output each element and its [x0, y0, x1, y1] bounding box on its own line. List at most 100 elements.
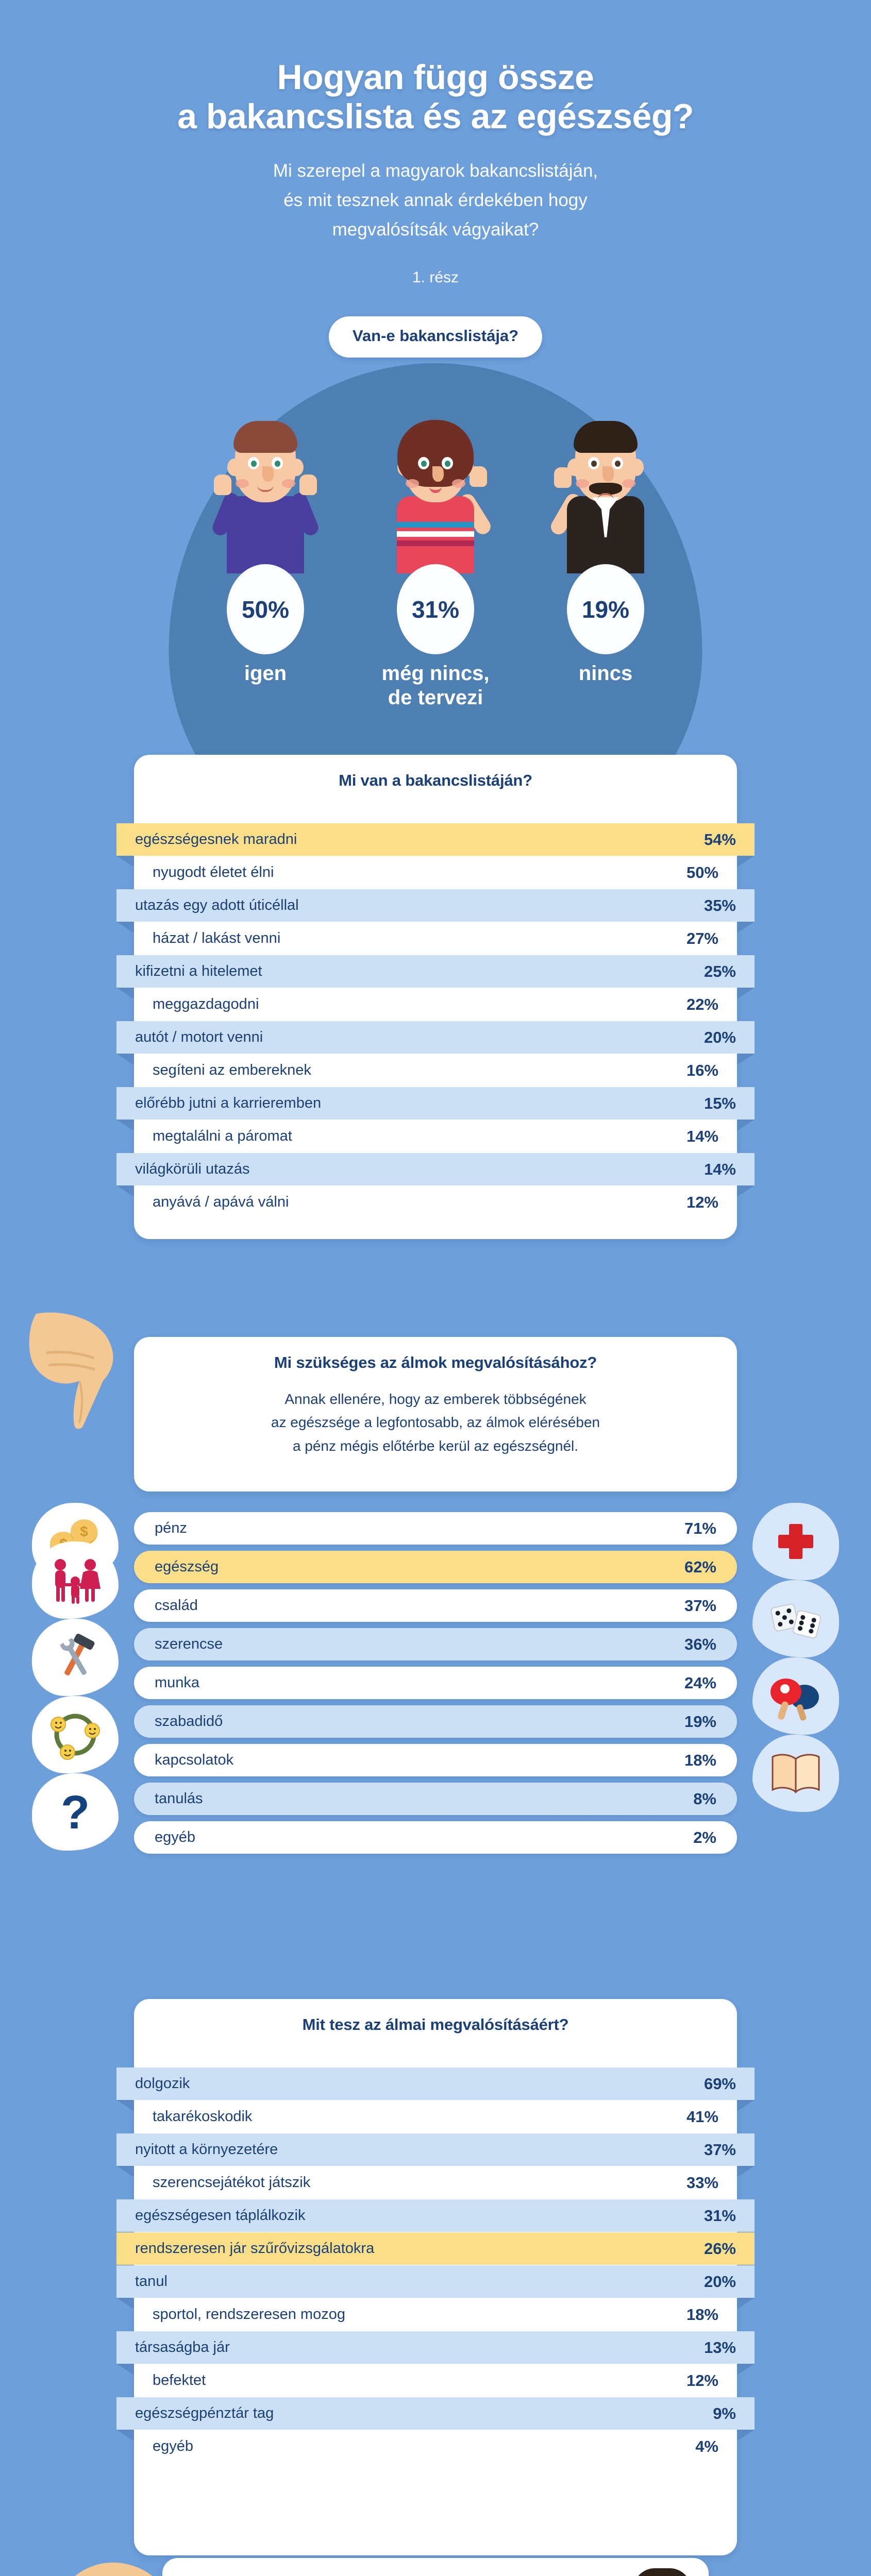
- ribbon-fold-right: [737, 922, 755, 933]
- ribbon-fold-left: [116, 2166, 134, 2177]
- row-label: előrébb jutni a karrieremben: [135, 1095, 322, 1111]
- person-mustache-icon: [521, 410, 691, 573]
- footer-note-card: Többen bíznak a szerencsében, mint a szű…: [162, 2558, 709, 2576]
- ribbon-fold-left: [116, 988, 134, 999]
- row-value: 71%: [684, 1519, 716, 1537]
- row-value: 18%: [686, 2305, 718, 2324]
- person-woman-icon: [350, 410, 521, 573]
- footer-person-mustache-icon: [606, 2558, 719, 2576]
- row-value: 19%: [684, 1712, 716, 1731]
- hero-person-3: 19% nincs: [521, 410, 691, 710]
- row-value: 2%: [693, 1828, 716, 1846]
- icon-blob-right: [752, 1503, 839, 1580]
- dice-icon: [752, 1580, 839, 1657]
- row-label: nyitott a környezetére: [135, 2141, 278, 2158]
- title-line-2: a bakancslista és az egészség?: [177, 97, 694, 137]
- row-value: 41%: [686, 2107, 718, 2126]
- row-label: dolgozik: [135, 2075, 190, 2092]
- row-value: 25%: [703, 962, 736, 980]
- hero-label-2-line1: még nincs,: [381, 662, 490, 685]
- row-value: 15%: [703, 1094, 736, 1112]
- row-value: 69%: [703, 2074, 736, 2093]
- list-item: munka 24%: [134, 1667, 737, 1699]
- ribbon-fold-left: [116, 2430, 134, 2441]
- page-title: Hogyan függ össze a bakancslista és az e…: [0, 0, 871, 136]
- row-label: kapcsolatok: [155, 1752, 234, 1768]
- hero-percent-2: 31%: [397, 564, 474, 654]
- list-item: egészség 62%: [134, 1551, 737, 1583]
- row-label: pénz: [155, 1520, 187, 1536]
- row-label: tanulás: [155, 1790, 203, 1807]
- ribbon-fold-left: [116, 1054, 134, 1065]
- ribbon-fold-right: [737, 856, 755, 867]
- ribbon-fold-right: [737, 1120, 755, 1131]
- row-label: szabadidő: [155, 1713, 223, 1730]
- pointing-hand-right-icon: [75, 2562, 153, 2576]
- row-value: 14%: [686, 1127, 718, 1145]
- hero-label-2: még nincs, de tervezi: [350, 662, 521, 710]
- svg-text:$: $: [80, 1523, 88, 1539]
- hero-percent-1: 50%: [227, 564, 304, 654]
- row-label: egyéb: [153, 2438, 194, 2454]
- icon-blob-left: [32, 1541, 119, 1619]
- row-value: 37%: [684, 1596, 716, 1615]
- red-cross-icon: [752, 1503, 839, 1580]
- header: Hogyan függ össze a bakancslista és az e…: [0, 0, 871, 286]
- icon-blob-right: [752, 1580, 839, 1657]
- row-label: egészség: [155, 1558, 219, 1575]
- row-value: 12%: [686, 2371, 718, 2389]
- row-label: segíteni az embereknek: [153, 1062, 311, 1078]
- row-label: szerencsejátékot játszik: [153, 2174, 311, 2191]
- row-label: takarékoskodik: [153, 2108, 253, 2125]
- row-value: 18%: [684, 1751, 716, 1769]
- row-value: 27%: [686, 929, 718, 947]
- table-row: sportol, rendszeresen mozog 18%: [134, 2298, 737, 2331]
- needs-title: Mi szükséges az álmok megvalósításához?: [274, 1353, 597, 1371]
- table-row: előrébb jutni a karrieremben 15%: [116, 1087, 755, 1131]
- family-icon: [32, 1541, 119, 1619]
- row-label: kifizetni a hitelemet: [135, 963, 262, 979]
- row-value: 26%: [703, 2239, 736, 2258]
- ribbon-fold-left: [116, 2100, 134, 2111]
- svg-text:?: ?: [61, 1786, 90, 1838]
- hero-label-1: igen: [180, 662, 350, 686]
- table-row: meggazdagodni 22%: [134, 988, 737, 1021]
- ribbon-fold-left: [116, 1185, 134, 1197]
- hero-label-2-line2: de tervezi: [388, 686, 483, 709]
- needs-subtitle: Annak ellenére, hogy az emberek többségé…: [134, 1387, 737, 1475]
- title-line-1: Hogyan függ össze: [277, 58, 594, 97]
- list-item: tanulás 8%: [134, 1783, 737, 1815]
- row-value: 36%: [684, 1635, 716, 1653]
- row-value: 20%: [703, 2272, 736, 2291]
- table-row: kifizetni a hitelemet 25%: [116, 955, 755, 999]
- pointing-hand-down-icon: [29, 1312, 113, 1429]
- row-value: 4%: [695, 2437, 718, 2455]
- page-subtitle: Mi szerepel a magyarok bakancslistáján, …: [0, 157, 871, 244]
- list-item: szerencse 36%: [134, 1628, 737, 1660]
- ribbon-fold-right: [737, 988, 755, 999]
- subtitle-line-1: Mi szerepel a magyarok bakancslistáján,: [273, 161, 598, 181]
- open-book-icon: [752, 1735, 839, 1812]
- list-item: szabadidő 19%: [134, 1705, 737, 1738]
- icon-blob-right: [752, 1657, 839, 1735]
- row-value: 16%: [686, 1061, 718, 1079]
- ribbon-fold-left: [116, 2298, 134, 2309]
- row-label: tanul: [135, 2273, 167, 2290]
- row-value: 35%: [703, 896, 736, 914]
- row-value: 13%: [703, 2338, 736, 2357]
- row-value: 33%: [686, 2173, 718, 2192]
- tools-icon: [32, 1619, 119, 1696]
- ribbon-fold-left: [116, 2364, 134, 2375]
- icon-blob-right: [752, 1735, 839, 1812]
- table-row: dolgozik 69%: [116, 2067, 755, 2111]
- ribbon-fold-right: [737, 2298, 755, 2309]
- ribbon-fold-right: [737, 2364, 755, 2375]
- table-row: takarékoskodik 41%: [134, 2100, 737, 2133]
- table-row: befektet 12%: [134, 2364, 737, 2397]
- hero-label-1-line1: igen: [244, 662, 287, 685]
- row-label: megtalálni a páromat: [153, 1128, 292, 1144]
- icon-blob-left: [32, 1619, 119, 1696]
- list-item: kapcsolatok 18%: [134, 1744, 737, 1776]
- row-label: család: [155, 1597, 198, 1614]
- row-value: 54%: [703, 830, 736, 849]
